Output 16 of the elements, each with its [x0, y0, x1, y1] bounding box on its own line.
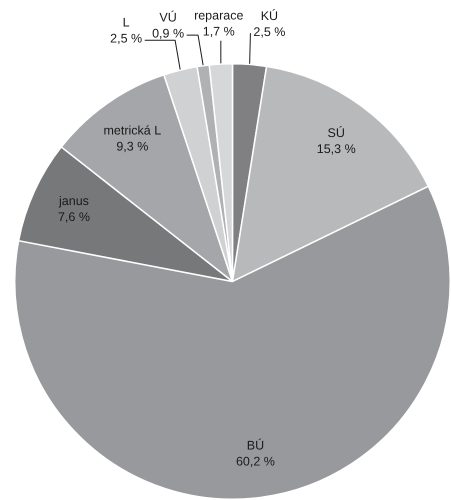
slice-label: VÚ [159, 10, 177, 25]
slice-label: reparace [194, 8, 244, 23]
slice-label: L [122, 16, 130, 30]
data-label: 60,2 % [236, 454, 275, 469]
slice-label: metrická L [104, 123, 162, 138]
data-label: 9,3 % [116, 139, 148, 154]
data-label: 1,7 % [202, 24, 235, 39]
slice-label: KÚ [260, 9, 278, 23]
slice-label: BÚ [246, 438, 264, 453]
data-label: 2,5 % [253, 25, 286, 39]
slice-label: janus [58, 194, 89, 208]
data-label: 15,3 % [316, 142, 356, 156]
slice-label: SÚ [328, 126, 345, 140]
data-label: 0,9 % [152, 26, 184, 41]
data-label: 7,6 % [58, 210, 90, 224]
data-label: 2,5 % [110, 32, 142, 46]
